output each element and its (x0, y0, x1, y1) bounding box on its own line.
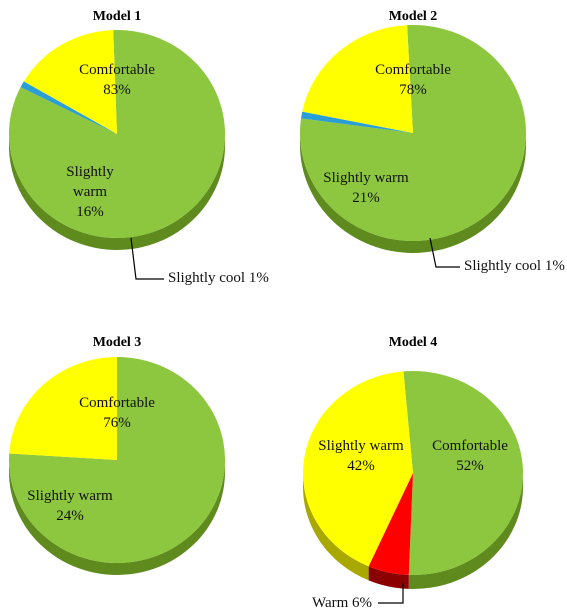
slice-slightly-warm (302, 25, 413, 133)
slice-slightly-warm (9, 357, 118, 460)
slice-slightly-cool (20, 81, 117, 134)
chart-title: Model 4 (389, 335, 438, 350)
slice-comfortable (403, 371, 523, 575)
slice-label: Slightly cool 1% (464, 258, 565, 274)
pie-chart-3: Model 3 Comfortable 76% Slightly warm 24% (8, 335, 226, 575)
pie-chart-2: Model 2 Comfortable 78% Slightly cool 1% Sli… (300, 9, 565, 274)
chart-title: Model 2 (389, 9, 438, 24)
leader-line (429, 237, 460, 268)
slice-slightly-cool (301, 111, 413, 133)
slice-label: Comfortable 52% (432, 438, 508, 474)
pie-chart-1: Model 1 Comfortable 83% Slightly cool 1% Sli… (8, 9, 269, 286)
slice-label: Slightly warm 16% (66, 164, 114, 220)
pie-chart-4: Model 4 Comfortable 52% Warm 6% Slightly war… (303, 335, 523, 611)
slice-slightly-warm (23, 30, 117, 134)
slice-label: Slightly cool 1% (168, 270, 269, 286)
slice-label: Comfortable 78% (375, 62, 451, 98)
slice-comfortable (8, 30, 225, 239)
slice-label: Comfortable 83% (79, 62, 155, 98)
slice-side-comfortable (408, 473, 523, 589)
slice-warm (368, 473, 413, 575)
chart-title: Model 3 (93, 335, 142, 350)
slice-side-slightly-warm (303, 473, 369, 581)
slice-label: Slightly warm 24% (27, 488, 113, 524)
slice-label: Slightly warm 21% (323, 170, 409, 206)
leader-line (378, 583, 404, 604)
slice-label: Slightly warm 42% (318, 438, 404, 474)
slice-label: Comfortable 76% (79, 395, 155, 431)
slice-slightly-warm (303, 371, 413, 567)
slice-comfortable (8, 357, 226, 563)
leader-line (130, 237, 164, 280)
pie-side-walls (303, 473, 523, 589)
slice-side-warm (368, 566, 409, 589)
chart-title: Model 1 (93, 9, 142, 24)
slice-label: Warm 6% (312, 595, 372, 611)
